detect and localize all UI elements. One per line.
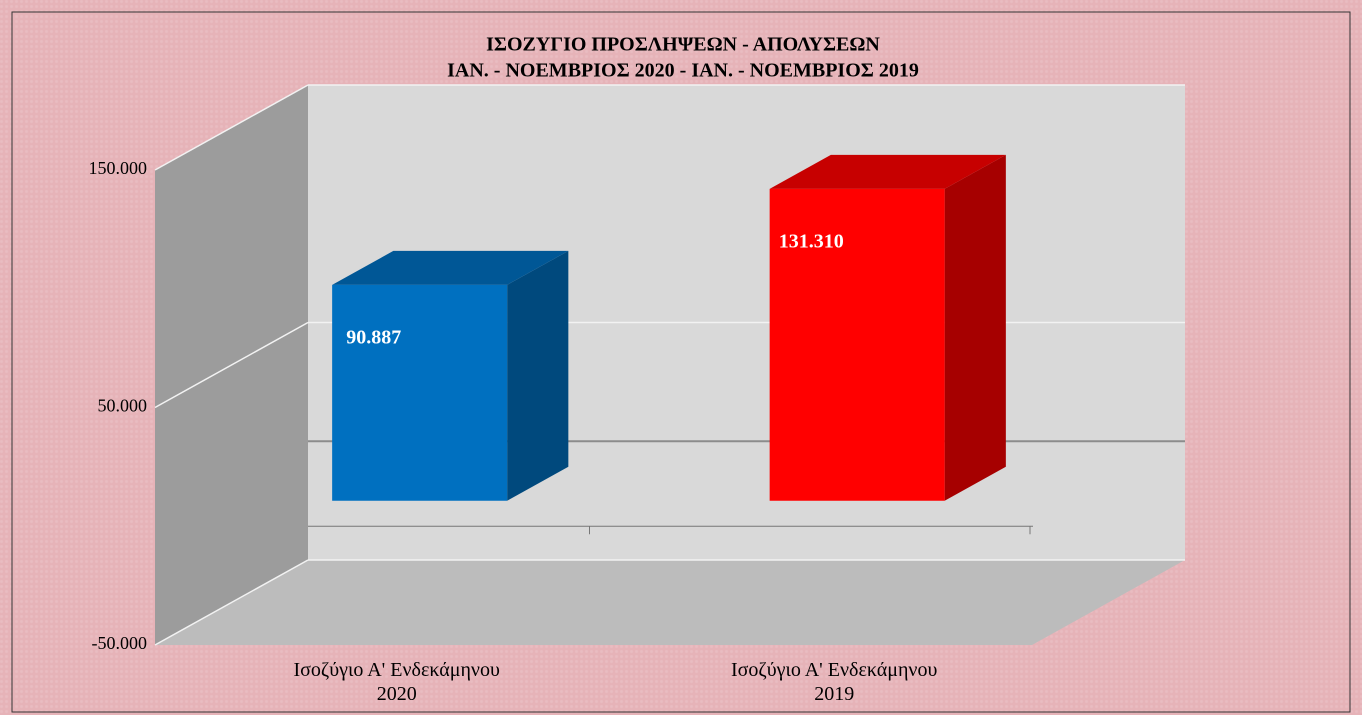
bar — [769, 188, 945, 501]
chart-subtitle: ΙΑΝ. - ΝΟΕΜΒΡΙΟΣ 2020 - ΙΑΝ. - ΝΟΕΜΒΡΙΟΣ… — [447, 60, 919, 82]
value-label: 90.887 — [346, 326, 401, 348]
bar-top — [332, 250, 569, 285]
y-tick-label: 150.000 — [89, 158, 148, 178]
x-tick-label: Ισοζύγιο Α' Ενδεκάμηνου 2020 — [293, 659, 500, 705]
y-tick-label: -50.000 — [92, 633, 148, 653]
bar-top — [769, 154, 1006, 189]
bar-side — [507, 250, 569, 501]
floor — [155, 560, 1185, 645]
x-tick-label: Ισοζύγιο Α' Ενδεκάμηνου 2019 — [730, 659, 938, 705]
bar-side — [944, 154, 1006, 501]
value-label: 131.310 — [779, 230, 844, 252]
chart-title: ΙΣΟΖΥΓΙΟ ΠΡΟΣΛΗΨΕΩΝ - ΑΠΟΛΥΣΕΩΝ — [486, 34, 880, 56]
grid-line — [154, 321, 309, 409]
chart-border — [11, 11, 1351, 713]
y-tick-label: 50.000 — [98, 396, 148, 416]
bar — [332, 284, 508, 501]
grid-line — [154, 559, 309, 646]
grid-line — [154, 84, 309, 171]
